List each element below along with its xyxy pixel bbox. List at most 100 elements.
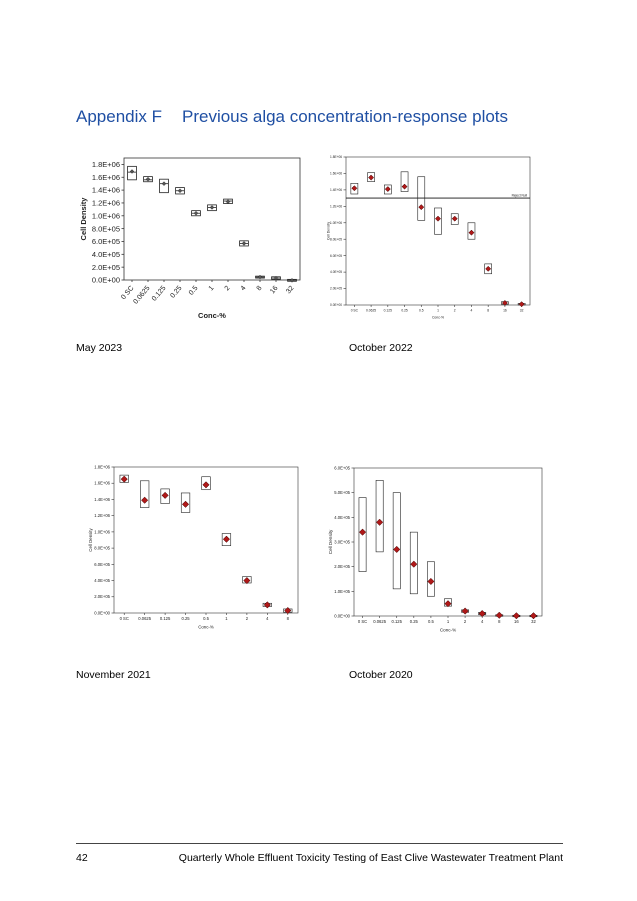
chart-october-2020-svg: 0.0E+00 1.0E+05 2.0E+05 3.0E+05 4.0E+05 5.0E+…	[328, 465, 543, 632]
x-tick-label: 4	[240, 285, 248, 293]
box	[417, 176, 426, 221]
x-tick-label: 0 SC	[358, 619, 367, 624]
x-tick-label: 16	[269, 285, 279, 296]
mean-marker	[284, 607, 292, 615]
plot-frame	[345, 156, 531, 306]
box	[384, 184, 392, 195]
mean-marker	[263, 601, 271, 609]
mean-marker	[222, 535, 230, 543]
y-tick-label: 4.0E+05	[94, 578, 110, 583]
mean-marker	[273, 275, 279, 281]
mean-marker	[401, 183, 408, 190]
mean-marker	[161, 181, 167, 186]
x-tick-label: 0.5	[428, 619, 434, 624]
x-axis-label: Conc-%	[198, 624, 214, 629]
box	[350, 183, 359, 195]
box	[127, 165, 137, 181]
x-tick-label: 0.0625	[373, 619, 386, 624]
y-tick-label: 1.4E+06	[94, 497, 110, 502]
mean-marker	[384, 186, 391, 193]
y-tick-label: 2.0E+05	[330, 287, 342, 291]
mean-marker	[451, 215, 458, 222]
mean-marker	[518, 301, 525, 308]
appendix-heading: Appendix F Previous alga concentration-re…	[76, 107, 508, 127]
x-tick-label: 32	[531, 619, 536, 624]
y-tick-label: 1.0E+06	[92, 211, 120, 220]
x-axis-label: Conc-%	[432, 316, 444, 320]
y-tick-label: 6.0E+05	[330, 254, 342, 258]
mean-marker	[410, 560, 418, 568]
mean-marker	[145, 176, 151, 182]
mean-marker	[141, 496, 149, 504]
y-tick-label: 8.0E+05	[330, 237, 342, 241]
x-tick-label: 8	[256, 285, 264, 293]
y-axis-label: Cell Density	[79, 197, 88, 241]
caption-october-2020: October 2020	[349, 669, 413, 681]
x-tick-label: 0.5	[188, 285, 200, 297]
y-tick-label: 1.8E+06	[92, 160, 120, 169]
x-tick-label: 0.125	[384, 308, 392, 312]
y-tick-label: 4.0E+05	[334, 515, 350, 520]
mean-marker	[177, 188, 183, 194]
x-tick-label: 0.25	[410, 619, 419, 624]
y-tick-label: 4.0E+05	[92, 250, 120, 259]
x-tick-label: 1	[447, 619, 450, 624]
box	[434, 207, 442, 235]
x-tick-label: 0.25	[169, 285, 183, 300]
mean-marker	[257, 274, 263, 280]
mean-marker	[225, 199, 231, 204]
x-tick-label: 2	[224, 285, 232, 293]
x-axis-label: Conc-%	[440, 627, 456, 632]
box	[409, 531, 418, 595]
reference-line-label: Reject Null	[512, 194, 528, 198]
y-tick-label: 1.6E+06	[94, 481, 110, 486]
x-tick-label: 0.5	[203, 616, 209, 621]
x-tick-label: 1	[225, 616, 228, 621]
plot-frame	[353, 467, 543, 617]
mean-marker	[243, 577, 251, 585]
caption-november-2021: November 2021	[76, 669, 151, 681]
caption-october-2022: October 2022	[349, 342, 413, 354]
box	[358, 497, 367, 572]
box	[467, 222, 476, 240]
y-tick-label: 8.0E+05	[92, 224, 120, 233]
x-tick-label: 0.125	[151, 285, 168, 303]
mean-marker	[182, 500, 190, 508]
y-tick-label: 1.8E+06	[330, 155, 342, 159]
mean-marker	[485, 265, 492, 272]
box	[140, 480, 150, 508]
footer-document-title: Quarterly Whole Effluent Toxicity Testin…	[178, 852, 563, 864]
x-tick-label: 1	[208, 285, 216, 293]
y-tick-label: 0.0E+00	[334, 613, 350, 618]
x-tick-label: 8	[287, 616, 290, 621]
mean-marker	[512, 612, 520, 620]
mean-marker	[202, 481, 210, 489]
x-tick-label: 0.5	[419, 308, 424, 312]
mean-marker	[358, 528, 367, 536]
caption-may-2023: May 2023	[76, 342, 123, 354]
x-tick-label: 0 SC	[120, 616, 129, 621]
box	[400, 171, 409, 192]
y-tick-label: 1.6E+06	[330, 172, 342, 176]
mean-marker	[161, 491, 169, 499]
mean-marker	[351, 185, 358, 192]
x-tick-label: 0.25	[401, 308, 408, 312]
mean-marker	[241, 241, 247, 246]
y-tick-label: 1.8E+06	[94, 464, 110, 469]
mean-marker	[209, 205, 215, 210]
x-tick-label: 0.0625	[138, 616, 151, 621]
x-tick-label: 0.125	[160, 616, 171, 621]
mean-marker	[193, 210, 199, 216]
x-tick-label: 2	[464, 619, 467, 624]
chart-october-2022: 0.0E+00 2.0E+05 4.0E+05 6.0E+05 8.0E+05 1.0E+…	[318, 151, 548, 323]
x-tick-label: 0.0625	[132, 285, 151, 306]
mean-marker	[129, 169, 135, 174]
footer-rule	[76, 843, 563, 844]
x-tick-label: 4	[471, 308, 473, 312]
box	[392, 492, 401, 590]
chart-november-2021: 0.0E+00 2.0E+05 4.0E+05 6.0E+05 8.0E+05 1.0E+…	[82, 461, 304, 636]
box	[201, 476, 211, 491]
x-tick-label: 32	[520, 308, 524, 312]
y-tick-label: 8.0E+05	[94, 546, 110, 551]
y-tick-label: 1.4E+06	[92, 186, 120, 195]
